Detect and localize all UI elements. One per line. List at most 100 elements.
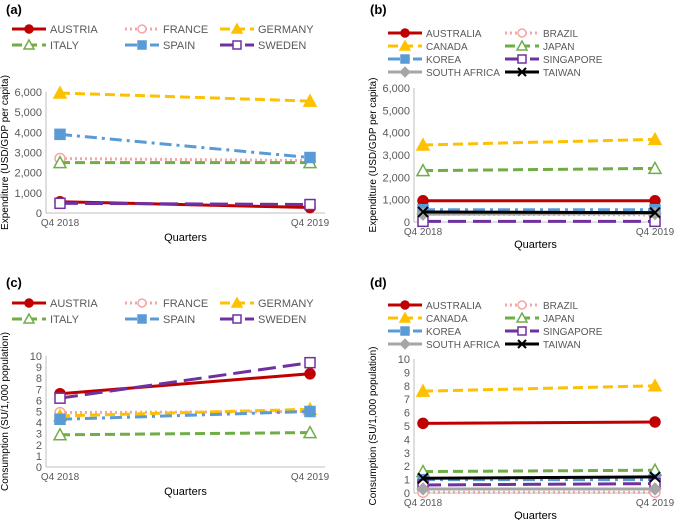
series-line-japan <box>422 468 656 474</box>
legend-label: ITALY <box>50 40 80 52</box>
x-tick-label: Q4 2018 <box>404 498 443 509</box>
legend-swatch-marker <box>517 67 527 77</box>
y-tick-label: 1,000 <box>14 188 42 200</box>
legend-label: SPAIN <box>163 40 195 52</box>
legend-label: SWEDEN <box>258 40 306 52</box>
data-point-canada-2 <box>647 378 663 392</box>
legend-swatch-marker <box>24 298 34 308</box>
legend-swatch-marker <box>399 66 411 78</box>
legend-swatch-marker <box>517 326 527 336</box>
panel-label: (c) <box>6 275 22 290</box>
series-group <box>52 85 318 214</box>
y-tick-label: 8 <box>404 381 410 393</box>
y-tick-label: 0 <box>404 217 410 229</box>
legend-label: TAIWAN <box>543 340 581 351</box>
legend-item-australia: AUSTRALIA <box>388 28 482 40</box>
x-axis-title: Quarters <box>164 232 207 244</box>
legend-label: BRAZIL <box>543 29 578 40</box>
series-line-france <box>59 157 311 163</box>
series-line-germany <box>59 91 311 103</box>
legend-label: SPAIN <box>163 314 195 326</box>
legend-item-korea: KOREA <box>388 54 461 66</box>
legend-label: KOREA <box>426 327 461 338</box>
legend-item-spain: SPAIN <box>125 40 195 52</box>
series-line-singapore <box>422 482 656 487</box>
legend-item-canada: CANADA <box>388 39 468 53</box>
legend: AUSTRALIA BRAZIL CANADA JAPAN KOREA SINGAPORE… <box>388 300 603 351</box>
chart-panel-2: (b) AUSTRALIA BRAZIL CANADA JAPAN KOREA SINGAP… <box>368 2 675 251</box>
data-point-canada-2 <box>647 131 663 146</box>
axes: 0 1,000 2,000 3,000 4,000 5,000 6,000 Q4 2018 Q4… <box>368 78 675 251</box>
legend-label: SWEDEN <box>258 314 306 326</box>
data-point-taiwan-2-stroke-b <box>649 471 661 483</box>
legend-label: JAPAN <box>543 314 575 325</box>
data-point-taiwan-2 <box>649 206 661 219</box>
legend-item-spain: SPAIN <box>125 314 195 326</box>
y-tick-label: 3 <box>36 429 42 441</box>
data-point-taiwan-2-stroke-b <box>649 206 661 219</box>
data-point-italy-1 <box>52 155 68 169</box>
x-tick-label: Q4 2019 <box>636 227 675 238</box>
legend-swatch-marker <box>137 298 147 308</box>
legend-swatch-marker <box>400 28 410 38</box>
legend: AUSTRIA FRANCE GERMANY ITALY SPAIN SWEDEN <box>12 296 314 326</box>
series-line-italy <box>59 431 311 437</box>
legend-swatch-marker <box>232 314 242 324</box>
series-singapore <box>417 215 661 228</box>
data-point-italy-1 <box>52 427 68 441</box>
legend-swatch-marker <box>137 40 147 50</box>
data-point-taiwan-1-stroke-b <box>417 472 429 484</box>
legend-swatch-marker <box>517 28 527 38</box>
data-point-taiwan-1 <box>417 206 429 218</box>
legend-label: CANADA <box>426 42 468 53</box>
series-south-africa <box>416 482 662 496</box>
axes: 0 1,000 2,000 3,000 4,000 5,000 6,000 Q4 2018 Q4… <box>0 75 330 244</box>
legend-item-japan: JAPAN <box>505 311 575 325</box>
legend-swatch-marker <box>517 54 527 64</box>
y-tick-label: 8 <box>36 373 42 385</box>
data-point-austria-2 <box>304 368 316 380</box>
data-point-south-africa-1 <box>416 482 430 496</box>
legend-item-france: FRANCE <box>125 298 208 310</box>
series-line-canada <box>422 384 656 393</box>
series-line-sweden <box>59 361 311 400</box>
y-axis-title: Consumption (SU/1,000 population) <box>368 347 379 506</box>
legend-swatch-marker <box>517 339 527 349</box>
x-axis-title: Quarters <box>514 239 557 251</box>
legend-swatch-marker <box>230 296 244 308</box>
legend-item-brazil: BRAZIL <box>505 28 578 40</box>
y-tick-label: 6 <box>36 395 42 407</box>
legend-item-singapore: SINGAPORE <box>505 54 603 66</box>
series-line-canada <box>422 137 656 147</box>
legend-label: BRAZIL <box>543 301 578 312</box>
legend-swatch-marker <box>400 326 410 336</box>
y-tick-label: 6,000 <box>382 83 410 95</box>
panel-label: (d) <box>370 275 387 290</box>
y-tick-label: 10 <box>30 351 42 363</box>
legend-label: SINGAPORE <box>543 327 603 338</box>
legend-label: FRANCE <box>163 298 208 310</box>
legend-item-singapore: SINGAPORE <box>505 326 603 338</box>
data-point-taiwan-1 <box>417 472 429 484</box>
data-point-canada-1 <box>415 137 431 151</box>
y-tick-label: 1,000 <box>382 195 410 207</box>
series-line-taiwan <box>422 475 656 480</box>
legend-swatch-marker <box>515 39 529 51</box>
legend-label: ITALY <box>50 314 80 326</box>
y-tick-label: 4 <box>36 418 42 430</box>
series-spain <box>54 128 316 164</box>
legend-swatch-marker <box>22 312 36 324</box>
legend-item-taiwan: TAIWAN <box>505 67 581 79</box>
y-tick-label: 9 <box>36 362 42 374</box>
legend-item-austria: AUSTRIA <box>12 24 98 36</box>
legend-item-italy: ITALY <box>12 38 80 52</box>
legend-item-australia: AUSTRALIA <box>388 300 482 312</box>
legend-item-italy: ITALY <box>12 312 80 326</box>
legend-item-south-africa: SOUTH AFRICA <box>388 66 500 79</box>
series-line-australia <box>422 420 656 425</box>
legend-item-brazil: BRAZIL <box>505 300 578 312</box>
legend-swatch-marker <box>400 54 410 64</box>
